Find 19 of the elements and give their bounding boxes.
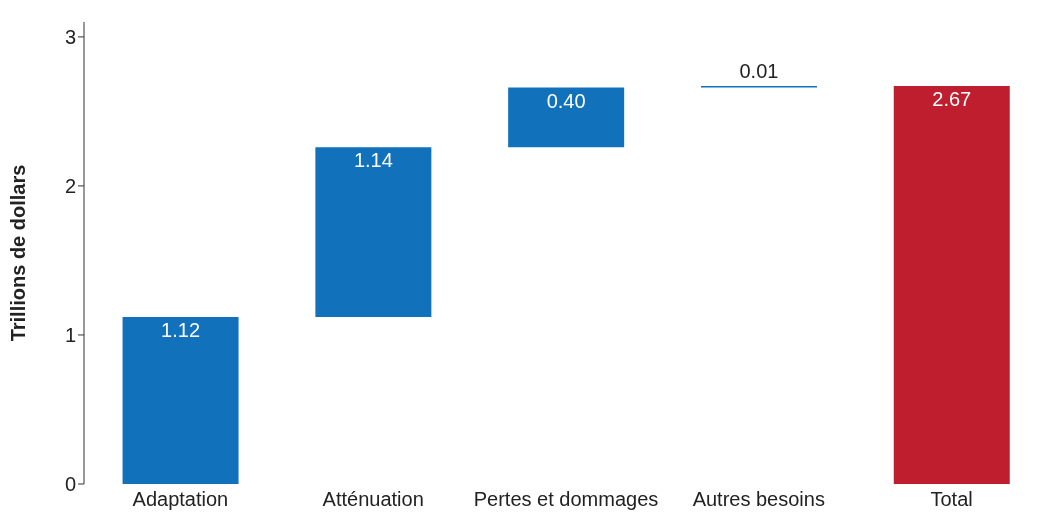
y-axis-title: Trillions de dollars [7, 164, 30, 342]
bar [893, 86, 1010, 484]
data-label: 0.01 [739, 60, 779, 83]
y-tick-label: 2 [64, 175, 76, 198]
x-tick-label: Pertes et dommages [473, 488, 659, 511]
data-label: 1.14 [353, 149, 393, 172]
y-tick-label: 3 [64, 26, 76, 48]
data-label: 2.67 [932, 88, 972, 111]
x-tick-label: Adaptation [132, 488, 229, 511]
data-label: 1.12 [161, 319, 201, 342]
bar [122, 317, 239, 484]
y-tick-label: 0 [64, 473, 76, 496]
bar [315, 147, 432, 318]
x-tick-label: Atténuation [322, 488, 424, 511]
data-label: 0.40 [546, 89, 586, 112]
bar [508, 87, 625, 148]
x-tick-label: Autres besoins [692, 488, 825, 511]
y-tick-label: 1 [64, 324, 76, 347]
x-tick-label: Total [930, 488, 973, 511]
